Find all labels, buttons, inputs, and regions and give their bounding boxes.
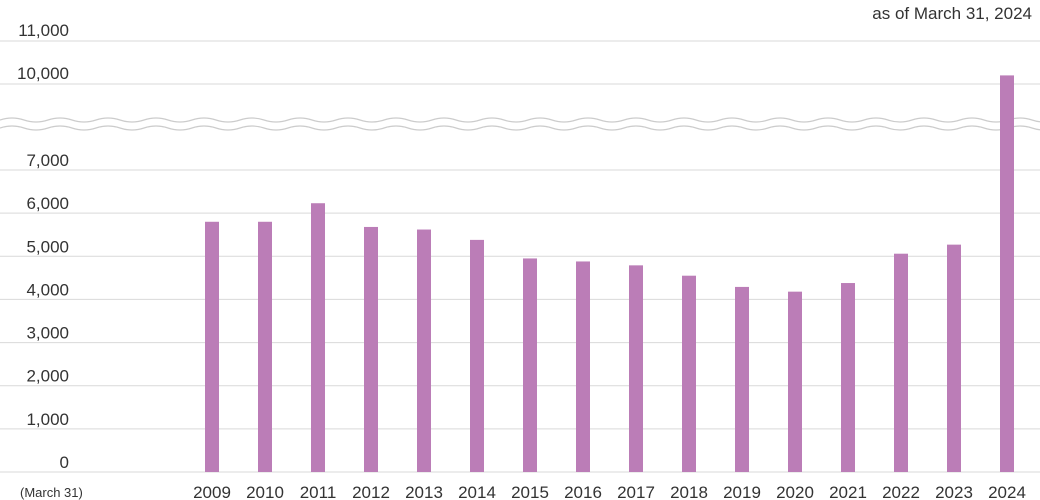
x-tick-label: 2023 — [935, 483, 973, 500]
axis-break-line — [0, 125, 1040, 131]
axis-break — [0, 117, 1040, 131]
y-tick-label: 5,000 — [26, 237, 69, 256]
bars — [205, 75, 1014, 473]
x-tick-label: 2011 — [300, 483, 337, 500]
bar — [629, 265, 643, 472]
x-tick-label: 2018 — [670, 483, 708, 500]
x-tick-label: 2017 — [617, 483, 655, 500]
bar — [894, 253, 908, 472]
bar — [364, 226, 378, 472]
x-axis-labels: 2009 2010 2011 2012 2013 2014 2015 2016 2017 2018… — [193, 483, 1026, 500]
bar — [523, 258, 537, 472]
as-of-note: as of March 31, 2024 — [872, 4, 1032, 23]
y-tick-label: 2,000 — [26, 367, 69, 386]
y-tick-label: 4,000 — [26, 280, 69, 299]
bar — [788, 291, 802, 472]
y-tick-label: 0 — [60, 453, 69, 472]
bar — [1000, 75, 1014, 473]
x-tick-label: 2022 — [882, 483, 920, 500]
x-tick-label: 2015 — [511, 483, 549, 500]
grid-lines — [0, 40, 1040, 473]
x-tick-label: 2009 — [193, 483, 231, 500]
bar — [470, 239, 484, 472]
bar — [311, 203, 325, 472]
x-tick-label: 2019 — [723, 483, 761, 500]
y-tick-label: 6,000 — [26, 194, 69, 213]
bar — [682, 275, 696, 472]
bar — [841, 283, 855, 472]
x-tick-label: 2010 — [246, 483, 284, 500]
y-tick-label: 3,000 — [26, 324, 69, 343]
x-tick-label: 2014 — [458, 483, 496, 500]
y-axis-labels: 0 1,000 2,000 3,000 4,000 5,000 6,000 7,000 10,0… — [17, 21, 69, 472]
bar — [258, 221, 272, 472]
axis-break-line — [0, 117, 1040, 123]
axis-break-band — [0, 118, 1040, 130]
bar — [735, 286, 749, 472]
y-tick-label: 7,000 — [26, 151, 69, 170]
x-tick-label: 2013 — [405, 483, 443, 500]
bar — [947, 244, 961, 472]
x-tick-label: 2020 — [776, 483, 814, 500]
x-tick-label: 2021 — [829, 483, 867, 500]
x-tick-label: 2024 — [988, 483, 1026, 500]
bar — [205, 221, 219, 472]
x-tick-label: 2016 — [564, 483, 602, 500]
x-axis-unit-label: (March 31) — [20, 485, 83, 500]
bar — [417, 229, 431, 472]
bar — [576, 261, 590, 472]
y-tick-label: 10,000 — [17, 64, 69, 83]
y-tick-label: 11,000 — [18, 21, 69, 40]
x-tick-label: 2012 — [352, 483, 390, 500]
y-tick-label: 1,000 — [26, 410, 69, 429]
